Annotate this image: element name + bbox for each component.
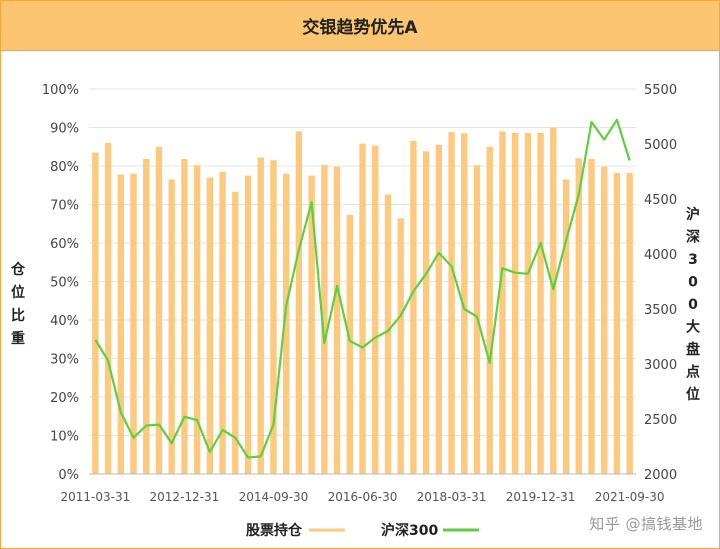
y-right-axis-title: 3 — [688, 252, 698, 268]
x-tick-label: 2019-12-31 — [506, 490, 576, 504]
y-right-axis-title: 位 — [686, 386, 700, 403]
x-tick-label: 2018-03-31 — [417, 490, 487, 504]
bar — [511, 132, 519, 474]
y-left-axis-title: 位 — [11, 284, 25, 301]
y-right-axis-title: 0 — [688, 297, 698, 313]
y-left-tick-label: 60% — [50, 237, 79, 252]
bar — [244, 175, 252, 474]
bar — [282, 173, 290, 474]
x-tick-label: 2011-03-31 — [60, 490, 130, 504]
bar — [155, 146, 163, 474]
bar — [550, 127, 557, 474]
bar — [410, 140, 417, 474]
bar — [601, 166, 608, 474]
bar — [193, 165, 201, 474]
chart-title: 交银趋势优先A — [1, 1, 719, 51]
bar — [372, 145, 379, 474]
bar — [575, 158, 582, 475]
bar — [219, 171, 226, 474]
bar — [486, 146, 493, 474]
y-left-tick-label: 80% — [50, 160, 79, 175]
y-left-tick-label: 50% — [50, 276, 79, 291]
bar — [626, 172, 633, 474]
bar — [562, 179, 570, 474]
bar — [461, 133, 468, 474]
y-left-tick-label: 20% — [50, 391, 79, 406]
bar — [270, 160, 277, 474]
y-right-axis-title: 0 — [688, 275, 698, 291]
bar — [448, 132, 455, 474]
y-right-axis-title: 大 — [686, 319, 700, 336]
bar — [308, 175, 315, 474]
legend-label-hs300: 沪深300 — [381, 522, 438, 539]
bar — [537, 132, 544, 474]
y-left-axis-title: 比 — [11, 307, 25, 324]
bar — [346, 214, 353, 474]
bar — [181, 159, 188, 474]
y-left-tick-label: 90% — [50, 122, 79, 137]
bar — [499, 131, 506, 474]
bar — [257, 157, 264, 474]
x-tick-label: 2012-12-31 — [150, 490, 220, 504]
bar — [435, 144, 443, 474]
line-series-hs300 — [94, 118, 631, 459]
y-right-axis-title: 沪 — [686, 206, 700, 223]
bar — [359, 143, 366, 475]
bar — [104, 142, 112, 474]
y-right-axis-title: 盘 — [686, 341, 700, 358]
bar — [295, 131, 303, 474]
x-tick-label: 2021-09-30 — [595, 490, 665, 504]
y-right-axis-title: 点 — [686, 364, 700, 381]
bar — [613, 172, 621, 474]
y-right-tick-label: 4000 — [644, 248, 677, 263]
y-left-axis-title: 重 — [11, 330, 25, 347]
source-watermark: 知乎 @搞钱基地 — [589, 515, 703, 533]
y-right-tick-label: 3500 — [644, 303, 677, 318]
y-right-tick-label: 2000 — [644, 468, 677, 483]
bar — [232, 191, 239, 475]
y-right-tick-label: 2500 — [644, 413, 677, 428]
combo-chart: 0% 10% 20% 30% 40% 50% 60% 70% 80% 90% 100% 2000 250… — [10, 83, 700, 539]
legend-label-holding: 股票持仓 — [246, 522, 303, 539]
bar — [130, 173, 137, 474]
y-left-tick-label: 70% — [50, 199, 79, 214]
y-left-tick-label: 10% — [50, 430, 79, 445]
bar — [333, 166, 341, 474]
y-left-tick-label: 100% — [42, 83, 79, 98]
bar — [143, 159, 150, 474]
y-left-tick-label: 0% — [58, 468, 79, 483]
bar — [588, 159, 595, 474]
bar — [117, 174, 124, 474]
y-left-tick-label: 30% — [50, 353, 79, 368]
y-right-tick-label: 4500 — [644, 193, 677, 208]
y-left-axis-title: 仓 — [10, 261, 26, 278]
y-right-tick-label: 3000 — [644, 358, 677, 373]
y-right-axis-title: 深 — [686, 229, 700, 246]
bar — [397, 218, 404, 474]
bar — [92, 152, 99, 474]
y-left-tick-label: 40% — [50, 314, 79, 329]
bar — [384, 194, 392, 475]
y-right-tick-label: 5000 — [644, 138, 677, 153]
x-tick-label: 2014-09-30 — [239, 490, 309, 504]
bar — [168, 179, 175, 474]
bar — [422, 151, 430, 474]
bar — [321, 164, 328, 474]
bar — [524, 132, 532, 474]
x-tick-label: 2016-06-30 — [328, 490, 398, 504]
y-right-tick-label: 5500 — [644, 83, 677, 98]
bar — [206, 177, 214, 475]
